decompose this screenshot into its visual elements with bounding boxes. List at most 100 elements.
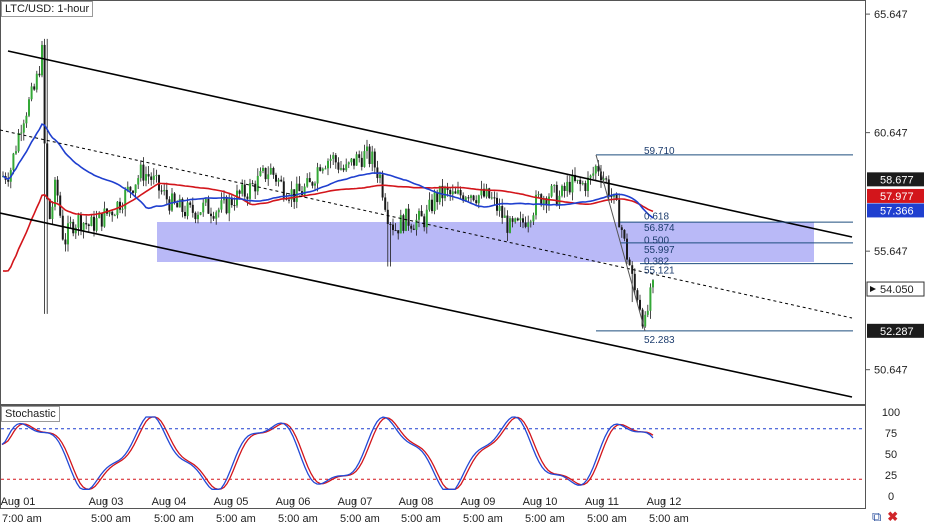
stoch-k-line — [1, 416, 654, 490]
candle-body-42 — [111, 211, 114, 216]
candle-body-249 — [649, 287, 652, 311]
candle-body-233 — [607, 179, 610, 197]
time-label-7: 5:00 am — [463, 513, 503, 525]
candle-body-130 — [340, 168, 342, 170]
candle-body-108 — [282, 181, 285, 198]
date-label-2: Aug 04 — [152, 496, 187, 508]
price-tags: 58.677 57.977 57.366 54.050 52.287 — [866, 172, 925, 338]
candle-body-232 — [605, 178, 608, 180]
candle-body-15 — [41, 44, 43, 76]
candle-body-76 — [199, 212, 202, 215]
fast-sma-line — [2, 123, 654, 219]
candle-body-83 — [217, 209, 220, 213]
candle-body-73 — [191, 204, 194, 213]
candle-body-206 — [537, 194, 540, 196]
candle-body-119 — [311, 182, 314, 186]
candle-body-143 — [373, 151, 376, 168]
candle-body-27 — [72, 221, 75, 234]
candle-body-244 — [636, 290, 639, 300]
candle-body-224 — [584, 183, 587, 192]
candle-body-178 — [464, 197, 467, 201]
price-tag-0 — [867, 172, 924, 187]
price-tag-1 — [867, 188, 924, 203]
candle-body-127 — [332, 155, 335, 159]
candle-body-92 — [241, 184, 244, 194]
candle-body-129 — [337, 162, 340, 170]
candle-body-154 — [402, 215, 405, 231]
candle-body-94 — [246, 196, 249, 199]
candle-body-50 — [132, 190, 134, 193]
candle-body-237 — [618, 199, 621, 228]
channel-upper-line — [7, 50, 853, 238]
link-icon[interactable]: ⧉ — [872, 508, 882, 524]
candle-body-221 — [576, 179, 579, 181]
candle-body-2 — [7, 179, 10, 182]
candle-body-34 — [90, 216, 93, 227]
candle-body-113 — [295, 183, 298, 202]
fib-label-5: 0.382 — [644, 256, 669, 267]
time-label-1: 5:00 am — [91, 513, 131, 525]
candle-body-114 — [298, 183, 301, 192]
price-tick-label-1: 60.647 — [874, 128, 908, 140]
candle-body-65 — [171, 193, 173, 211]
candle-body-219 — [571, 174, 574, 193]
price-axis: 65.647 60.647 55.647 50.647 — [866, 9, 908, 377]
candle-body-6 — [17, 133, 20, 152]
candle-body-236 — [615, 193, 618, 200]
candle-body-234 — [610, 196, 613, 198]
candle-body-201 — [524, 222, 527, 227]
slow-sma-line — [2, 182, 654, 272]
date-label-7: Aug 09 — [461, 496, 496, 508]
candle-body-17 — [46, 143, 49, 200]
candle-body-103 — [269, 167, 272, 175]
date-label-0: Aug 01 — [1, 496, 36, 508]
candle-body-223 — [581, 183, 584, 185]
candle-body-179 — [467, 197, 470, 199]
candle-body-139 — [363, 151, 366, 167]
candle-body-222 — [579, 179, 582, 185]
candle-body-141 — [368, 146, 371, 164]
fib-label-1: 0.618 — [644, 212, 669, 223]
price-tick-label-3: 50.647 — [874, 365, 908, 377]
candle-body-220 — [574, 174, 576, 181]
candle-body-158 — [412, 228, 415, 230]
candle-body-239 — [623, 229, 626, 239]
channel-mid-line — [0, 129, 853, 319]
candle-body-51 — [134, 184, 137, 193]
candle-body-142 — [371, 151, 374, 164]
candle-body-156 — [407, 208, 410, 226]
date-label-5: Aug 07 — [338, 496, 373, 508]
candle-body-210 — [548, 196, 550, 206]
candle-body-204 — [532, 215, 535, 222]
candle-body-96 — [251, 183, 254, 185]
candle-body-11 — [30, 86, 33, 100]
time-label-3: 5:00 am — [216, 513, 256, 525]
candle-body-192 — [501, 206, 504, 218]
candle-body-193 — [503, 215, 506, 218]
candle-body-16 — [43, 44, 46, 144]
candle-body-116 — [303, 186, 306, 196]
date-label-9: Aug 11 — [585, 496, 619, 508]
candle-body-247 — [644, 314, 647, 327]
candle-body-12 — [33, 86, 36, 90]
candle-body-124 — [324, 168, 327, 170]
candle-body-228 — [594, 165, 597, 174]
candle-body-170 — [444, 187, 446, 199]
candle-body-58 — [152, 175, 155, 180]
candle-body-150 — [392, 224, 394, 231]
candle-body-227 — [592, 173, 595, 176]
stoch-d-line — [1, 416, 654, 490]
candle-body-216 — [563, 185, 566, 192]
price-tag-arrow-3 — [870, 286, 876, 293]
candle-body-57 — [150, 176, 153, 180]
candle-body-4 — [12, 153, 15, 171]
close-icon[interactable]: ✖ — [887, 508, 899, 524]
candle-body-53 — [139, 164, 142, 179]
candle-body-198 — [516, 218, 519, 221]
candle-body-46 — [121, 208, 124, 210]
candle-body-25 — [67, 223, 69, 245]
candle-body-74 — [194, 212, 197, 220]
candle-body-240 — [626, 238, 628, 260]
candle-body-5 — [15, 151, 17, 154]
